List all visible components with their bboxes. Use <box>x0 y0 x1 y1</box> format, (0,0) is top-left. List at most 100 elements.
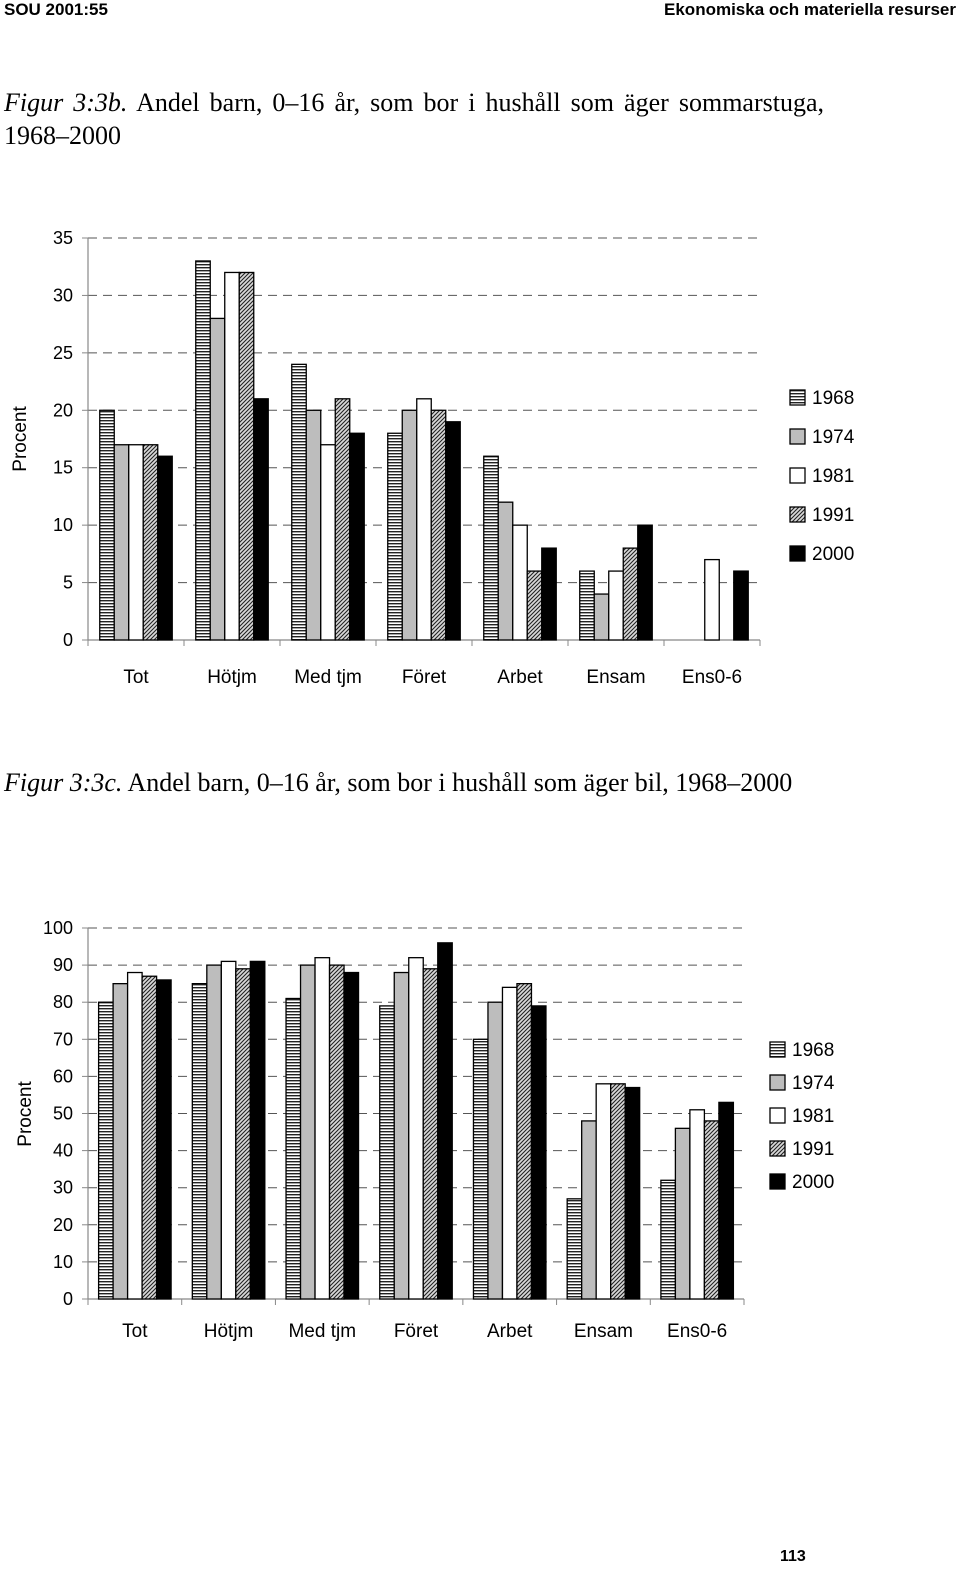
bar-1968-Hötjm <box>191 983 208 1300</box>
y-tick-label: 35 <box>53 228 73 248</box>
legend-swatch-1974 <box>769 1074 786 1091</box>
bar-2000-Ens0-6 <box>718 1101 735 1300</box>
bar-1968-Tot <box>97 1001 114 1300</box>
bar-2000-Ensam <box>624 1086 641 1300</box>
bar-1968-Arbet <box>483 455 499 641</box>
bar-1991-Föret <box>430 409 447 641</box>
x-tick-label: Med tjm <box>288 1321 356 1342</box>
y-tick-label: 60 <box>53 1066 73 1086</box>
legend-swatch-2000 <box>769 1173 786 1190</box>
bar-1981-Arbet <box>501 986 518 1300</box>
bar-1981-Tot <box>126 971 143 1300</box>
legend-label-1981: 1981 <box>812 466 854 487</box>
y-tick-label: 0 <box>63 630 73 650</box>
bar-1968-Arbet <box>472 1038 489 1300</box>
y-tick-label: 15 <box>53 458 73 478</box>
y-tick-label: 25 <box>53 343 73 363</box>
x-tick-label: Hötjm <box>207 667 257 688</box>
bar-2000-Föret <box>445 421 461 641</box>
y-tick-label: 50 <box>53 1104 73 1124</box>
bar-2000-Föret <box>437 942 453 1300</box>
legend-label-1974: 1974 <box>792 1073 835 1094</box>
legend-label-1991: 1991 <box>812 505 854 526</box>
bar-1981-Ens0-6 <box>689 1109 706 1300</box>
bar-1968-Med-tjm <box>285 997 302 1300</box>
bar-2000-Hötjm <box>249 960 266 1300</box>
bar-2000-Med-tjm <box>349 432 365 641</box>
x-tick-label: Föret <box>394 1321 439 1342</box>
x-tick-label: Föret <box>402 667 447 688</box>
bar-1968-Ens0-6 <box>660 1179 677 1300</box>
bar-1968-Ensam <box>566 1198 583 1300</box>
bar-1968-Hötjm <box>195 260 211 641</box>
legend-swatch-1991 <box>789 506 806 523</box>
bar-1974-Arbet <box>497 501 514 641</box>
y-tick-label: 20 <box>53 400 73 420</box>
bar-1974-Arbet <box>487 1001 504 1300</box>
figure-caption-3-3b: Figur 3:3b. Andel barn, 0–16 år, som bor… <box>4 86 824 152</box>
legend-label-2000: 2000 <box>812 544 854 565</box>
figure-title: Andel barn, 0–16 år, som bor i hushåll s… <box>127 768 793 797</box>
legend-label-1974: 1974 <box>812 427 855 448</box>
bar-1981-Föret <box>408 957 424 1300</box>
y-tick-label: 10 <box>53 1252 73 1272</box>
y-tick-label: 80 <box>53 992 73 1012</box>
legend-swatch-1981 <box>789 467 806 484</box>
bar-1981-Hötjm <box>220 960 237 1300</box>
bar-1974-Tot <box>113 444 130 641</box>
y-tick-label: 0 <box>63 1289 73 1309</box>
bar-2000-Tot <box>157 455 173 641</box>
legend-label-1981: 1981 <box>792 1106 834 1127</box>
bar-1991-Med-tjm <box>334 398 351 641</box>
bar-1981-Arbet <box>512 524 528 641</box>
bar-1981-Med-tjm <box>314 957 331 1300</box>
bar-2000-Arbet <box>541 547 557 641</box>
bar-1981-Tot <box>128 444 144 641</box>
legend-label-1968: 1968 <box>792 1040 834 1061</box>
y-tick-label: 40 <box>53 1141 73 1161</box>
bar-1991-Tot <box>142 444 159 641</box>
y-tick-label: 30 <box>53 1178 73 1198</box>
y-tick-label: 20 <box>53 1215 73 1235</box>
bar-2000-Arbet <box>530 1005 547 1300</box>
legend-swatch-1968 <box>769 1041 786 1058</box>
figure-title: Andel barn, 0–16 år, som bor i hushåll s… <box>4 88 824 150</box>
figure-label: Figur 3:3b. <box>4 88 128 117</box>
bar-2000-Ens0-6 <box>733 570 749 641</box>
bar-1974-Ensam <box>593 593 610 641</box>
bar-chart-bil: 0 10 20 30 40 50 60 70 80 90 100 Procent Tot Hötjm Med… <box>15 918 835 1342</box>
bar-1968-Föret <box>387 432 403 641</box>
page-number: 113 <box>780 1548 806 1565</box>
x-tick-label: Tot <box>122 1321 148 1342</box>
bar-1991-Hötjm <box>238 271 255 641</box>
bar-1981-Ensam <box>595 1083 612 1300</box>
bar-1991-Tot <box>141 975 158 1300</box>
bar-1968-Föret <box>379 1005 395 1300</box>
y-tick-label: 30 <box>53 285 73 305</box>
bar-1991-Arbet <box>516 983 533 1300</box>
y-axis-label: Procent <box>10 406 31 472</box>
running-header-left: SOU 2001:55 <box>4 0 108 19</box>
bar-1974-Med-tjm <box>305 409 322 641</box>
legend-label-1991: 1991 <box>792 1139 834 1160</box>
bar-2000-Tot <box>155 979 172 1300</box>
x-tick-label: Ensam <box>586 667 645 688</box>
bar-1968-Ensam <box>579 570 595 641</box>
bar-chart-sommarstuga: 0 5 10 15 20 25 30 35 Procent Tot Hötjm Med tjm Före… <box>10 228 855 688</box>
y-tick-label: 70 <box>53 1029 73 1049</box>
x-tick-label: Arbet <box>487 1321 533 1342</box>
bar-2000-Med-tjm <box>343 971 360 1300</box>
bar-1981-Föret <box>416 398 432 641</box>
bar-1981-Ensam <box>608 570 624 641</box>
bar-1974-Med-tjm <box>299 964 316 1300</box>
legend-label-1968: 1968 <box>812 388 854 409</box>
x-tick-label: Tot <box>123 667 149 688</box>
bar-1974-Hötjm <box>206 964 222 1300</box>
y-tick-label: 10 <box>53 515 73 535</box>
bar-2000-Hötjm <box>253 398 269 641</box>
running-header-right: Ekonomiska och materiella resurser <box>664 0 956 19</box>
x-tick-label: Ens0-6 <box>667 1321 727 1342</box>
y-tick-label: 5 <box>63 573 73 593</box>
bar-1981-Med-tjm <box>320 444 336 641</box>
bar-2000-Ensam <box>637 524 653 641</box>
